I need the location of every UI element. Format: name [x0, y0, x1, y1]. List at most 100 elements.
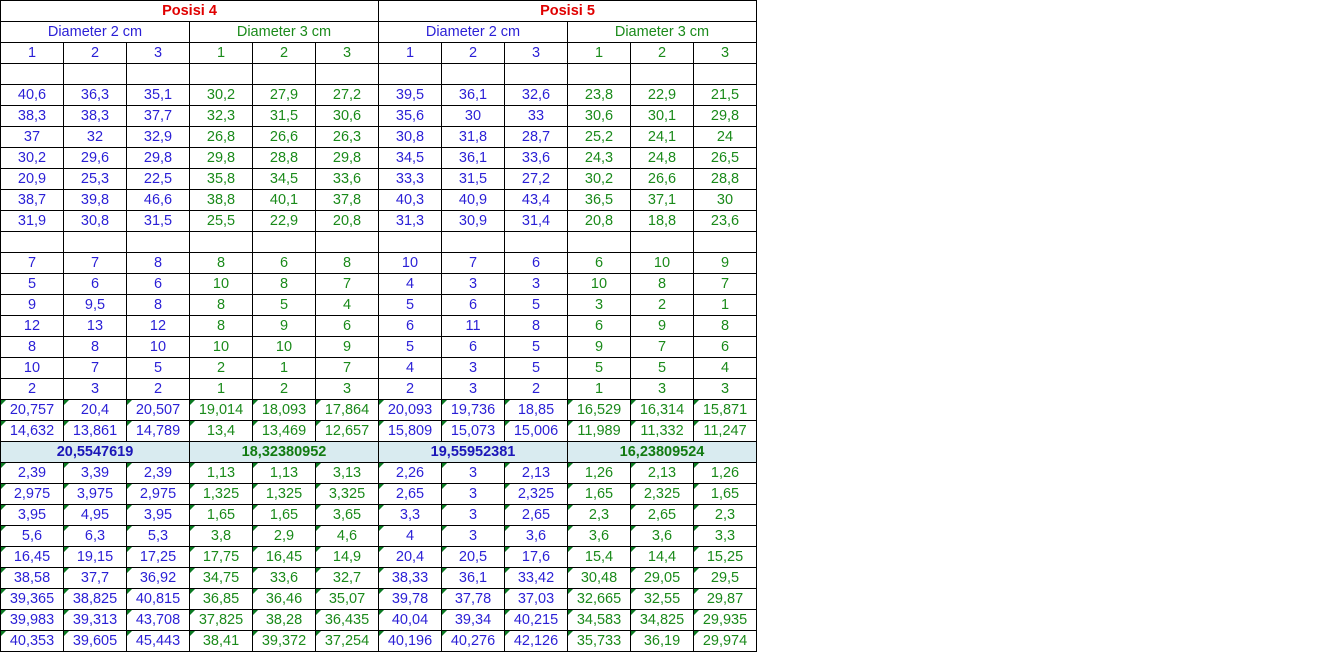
table-cell[interactable]: 16,45	[252, 546, 316, 568]
table-cell[interactable]: 1,65	[189, 504, 253, 526]
table-cell[interactable]: 2,13	[630, 462, 694, 484]
table-cell[interactable]: 2,9	[252, 525, 316, 547]
table-cell[interactable]: 6	[567, 252, 631, 274]
table-cell[interactable]: 1,26	[567, 462, 631, 484]
table-cell[interactable]: 2,26	[378, 462, 442, 484]
table-cell[interactable]: 3	[567, 294, 631, 316]
diameter-header-cell[interactable]: Diameter 2 cm	[0, 21, 190, 43]
table-cell[interactable]: 17,864	[315, 399, 379, 421]
table-cell[interactable]: 33,42	[504, 567, 568, 589]
table-cell[interactable]: 3	[441, 378, 505, 400]
table-cell[interactable]	[63, 231, 127, 253]
table-cell[interactable]: 38,28	[252, 609, 316, 631]
table-cell[interactable]: 4,6	[315, 525, 379, 547]
table-cell[interactable]: 29,8	[315, 147, 379, 169]
table-cell[interactable]: 8	[189, 315, 253, 337]
table-cell[interactable]: 6	[693, 336, 757, 358]
table-cell[interactable]: 3	[441, 462, 505, 484]
table-cell[interactable]: 3	[504, 42, 568, 64]
table-cell[interactable]: 39,5	[378, 84, 442, 106]
table-cell[interactable]: 5	[378, 336, 442, 358]
table-cell[interactable]	[0, 231, 64, 253]
table-cell[interactable]: 30,48	[567, 567, 631, 589]
table-cell[interactable]	[567, 63, 631, 85]
table-cell[interactable]: 38,3	[0, 105, 64, 127]
table-cell[interactable]: 9	[315, 336, 379, 358]
table-cell[interactable]: 18,8	[630, 210, 694, 232]
table-cell[interactable]: 26,8	[189, 126, 253, 148]
table-cell[interactable]: 36,1	[441, 567, 505, 589]
table-cell[interactable]: 30,2	[0, 147, 64, 169]
table-cell[interactable]: 1	[567, 378, 631, 400]
table-cell[interactable]: 10	[0, 357, 64, 379]
table-cell[interactable]: 1	[252, 357, 316, 379]
table-cell[interactable]: 8	[126, 252, 190, 274]
table-cell[interactable]: 35,733	[567, 630, 631, 652]
table-cell[interactable]: 4	[315, 294, 379, 316]
table-cell[interactable]: 46,6	[126, 189, 190, 211]
table-cell[interactable]: 32,7	[315, 567, 379, 589]
table-cell[interactable]: 29,87	[693, 588, 757, 610]
table-cell[interactable]: 32,665	[567, 588, 631, 610]
position-header-cell[interactable]: Posisi 4	[0, 0, 379, 22]
average-cell[interactable]: 16,23809524	[567, 441, 757, 463]
table-cell[interactable]: 39,313	[63, 609, 127, 631]
table-cell[interactable]: 40,215	[504, 609, 568, 631]
table-cell[interactable]: 27,2	[315, 84, 379, 106]
table-cell[interactable]: 22,9	[252, 210, 316, 232]
table-cell[interactable]: 38,58	[0, 567, 64, 589]
table-cell[interactable]: 2	[252, 42, 316, 64]
table-cell[interactable]	[63, 63, 127, 85]
table-cell[interactable]	[504, 231, 568, 253]
table-cell[interactable]: 37,825	[189, 609, 253, 631]
table-cell[interactable]: 3,3	[693, 525, 757, 547]
average-cell[interactable]: 18,32380952	[189, 441, 379, 463]
table-cell[interactable]: 20,8	[567, 210, 631, 232]
table-cell[interactable]: 3	[441, 273, 505, 295]
table-cell[interactable]: 3,6	[630, 525, 694, 547]
table-cell[interactable]	[252, 63, 316, 85]
table-cell[interactable]: 6,3	[63, 525, 127, 547]
table-cell[interactable]: 1	[0, 42, 64, 64]
table-cell[interactable]: 7	[315, 357, 379, 379]
table-cell[interactable]: 30,6	[567, 105, 631, 127]
table-cell[interactable]: 39,372	[252, 630, 316, 652]
table-cell[interactable]: 1	[189, 42, 253, 64]
table-cell[interactable]: 29,8	[693, 105, 757, 127]
table-cell[interactable]: 38,8	[189, 189, 253, 211]
table-cell[interactable]: 30,6	[315, 105, 379, 127]
table-cell[interactable]: 17,75	[189, 546, 253, 568]
table-cell[interactable]	[126, 231, 190, 253]
table-cell[interactable]: 19,014	[189, 399, 253, 421]
table-cell[interactable]: 10	[252, 336, 316, 358]
table-cell[interactable]: 26,6	[252, 126, 316, 148]
table-cell[interactable]: 10	[126, 336, 190, 358]
table-cell[interactable]: 29,6	[63, 147, 127, 169]
table-cell[interactable]: 7	[63, 357, 127, 379]
table-cell[interactable]: 33,6	[504, 147, 568, 169]
table-cell[interactable]: 1	[378, 42, 442, 64]
table-cell[interactable]: 40,9	[441, 189, 505, 211]
table-cell[interactable]: 33,3	[378, 168, 442, 190]
table-cell[interactable]: 2	[189, 357, 253, 379]
table-cell[interactable]: 1,65	[567, 483, 631, 505]
table-cell[interactable]: 26,5	[693, 147, 757, 169]
table-cell[interactable]: 38,3	[63, 105, 127, 127]
table-cell[interactable]: 17,6	[504, 546, 568, 568]
table-cell[interactable]: 35,6	[378, 105, 442, 127]
table-cell[interactable]: 3	[630, 378, 694, 400]
table-cell[interactable]: 1,13	[252, 462, 316, 484]
table-cell[interactable]: 16,45	[0, 546, 64, 568]
table-cell[interactable]: 40,196	[378, 630, 442, 652]
table-cell[interactable]: 37,7	[126, 105, 190, 127]
table-cell[interactable]: 9	[567, 336, 631, 358]
table-cell[interactable]: 38,41	[189, 630, 253, 652]
table-cell[interactable]: 34,75	[189, 567, 253, 589]
table-cell[interactable]: 3,95	[126, 504, 190, 526]
diameter-header-cell[interactable]: Diameter 2 cm	[378, 21, 568, 43]
table-cell[interactable]: 31,4	[504, 210, 568, 232]
table-cell[interactable]	[693, 231, 757, 253]
table-cell[interactable]: 10	[378, 252, 442, 274]
table-cell[interactable]	[630, 63, 694, 85]
table-cell[interactable]: 7	[315, 273, 379, 295]
